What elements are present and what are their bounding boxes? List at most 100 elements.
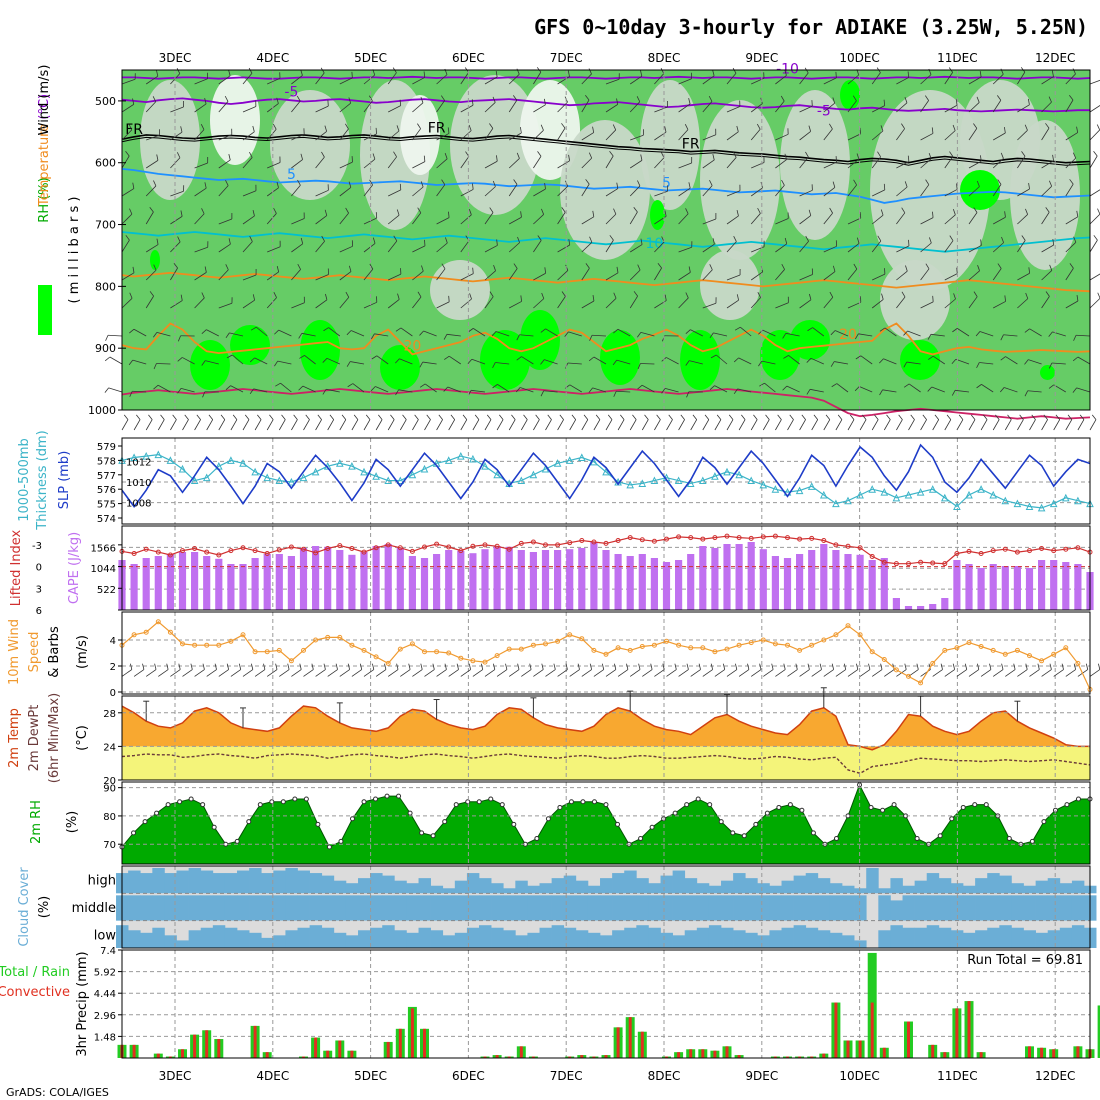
wind-barb [149, 291, 154, 297]
wind-barb [588, 68, 592, 75]
wind-barb [128, 124, 133, 131]
wind-barb [908, 419, 915, 431]
wind-barb [738, 419, 746, 431]
surface-wind-barb [496, 669, 508, 677]
cloud-cell [188, 895, 202, 921]
cape-bar [1001, 566, 1009, 610]
surface-wind-barb [884, 669, 895, 677]
wind-barb [412, 419, 419, 431]
surface-wind-barb [359, 663, 363, 670]
wind-barb [396, 125, 400, 132]
wind-barb [327, 419, 335, 431]
wind-barb [567, 362, 582, 365]
wind-barb [1089, 213, 1100, 225]
panel-frame [121, 525, 1091, 611]
wind-speed-marker [724, 646, 730, 652]
wind-barb [387, 72, 397, 85]
cape-bar [614, 554, 622, 610]
wind-speed-marker [930, 660, 936, 666]
wind-barb [229, 332, 244, 337]
wind-barb [145, 185, 157, 197]
wind-barb [805, 151, 809, 158]
surface-wind-barb [859, 669, 871, 677]
surface-wind-barb [460, 669, 471, 677]
wind-barb [148, 414, 153, 420]
thickness-marker [1013, 499, 1022, 508]
wind-barb [315, 105, 329, 113]
wind-barb [121, 213, 133, 225]
wind-barb [992, 100, 1002, 113]
wind-barb [472, 419, 480, 431]
lifted-marker [1014, 549, 1020, 555]
wind-speed-marker [688, 645, 694, 651]
wind-barb [339, 271, 352, 281]
wind-barb [339, 212, 349, 225]
rh-marker [442, 819, 448, 825]
wind-barb [460, 72, 469, 85]
wind-speed-marker [772, 641, 778, 647]
cloud-cell [442, 888, 456, 894]
wind-barb [194, 78, 208, 85]
cloud-cell [466, 873, 480, 894]
wind-barb [250, 326, 257, 331]
cape-bar [1050, 560, 1058, 610]
surface-wind-barb [569, 669, 580, 677]
lifted-marker [555, 542, 561, 548]
wind-barb [387, 214, 400, 225]
wind-barb [370, 386, 376, 392]
wind-barb [732, 67, 737, 74]
wind-speed-marker [797, 647, 803, 653]
wind-barb [629, 269, 641, 281]
wind-barb [132, 182, 135, 189]
wind-barb [1093, 235, 1098, 241]
run-total-label: Run Total = 69.81 [967, 953, 1083, 968]
wind-barb [547, 414, 552, 420]
thickness-marker [844, 496, 852, 505]
lifted-marker [833, 542, 839, 548]
wind-barb [949, 235, 954, 241]
cloud-cell [781, 927, 794, 948]
surface-wind-barb [642, 669, 653, 677]
cloud-cell [781, 880, 794, 894]
cape-bar [457, 550, 465, 610]
wind-barb [315, 189, 329, 197]
wind-barb [689, 360, 703, 365]
cape-bar [1038, 560, 1046, 610]
wind-barb [836, 383, 849, 393]
wind-barb [823, 297, 834, 309]
cape-bar [251, 558, 259, 610]
wind-barb [620, 414, 625, 420]
cape-bar [723, 544, 731, 610]
wind-barb [1065, 300, 1079, 309]
wind-barb [232, 414, 238, 420]
wind-barb [412, 128, 421, 141]
wind-barb [218, 269, 229, 281]
wind-barb [904, 97, 908, 103]
wind-barb [242, 190, 257, 197]
thickness-marker [807, 482, 816, 490]
wind-barb [920, 268, 930, 281]
wind-barb [605, 188, 619, 197]
thickness-marker [965, 490, 973, 499]
surface-wind-barb [218, 669, 229, 677]
wind-barb [533, 156, 542, 169]
rh-marker [1006, 836, 1012, 842]
wind-barb [228, 69, 231, 76]
wind-barb [180, 126, 183, 133]
wind-barb [297, 179, 301, 186]
wind-barb [204, 98, 207, 105]
wind-barb [852, 95, 857, 102]
wind-barb [733, 388, 738, 395]
lifted-marker [954, 551, 960, 557]
wind-barb [387, 240, 398, 253]
wind-barb [508, 419, 516, 431]
precip-convective-bar [168, 1056, 172, 1058]
wind-barb [753, 414, 758, 420]
surface-wind-barb [819, 663, 822, 670]
wind-barb [605, 297, 617, 309]
wind-barb [712, 69, 715, 76]
lifted-marker [446, 544, 452, 550]
wind-barb [757, 292, 761, 298]
rh-moist-patch [650, 200, 665, 230]
pressure-units-label: ( m i l l i b a r s ) [67, 197, 82, 304]
